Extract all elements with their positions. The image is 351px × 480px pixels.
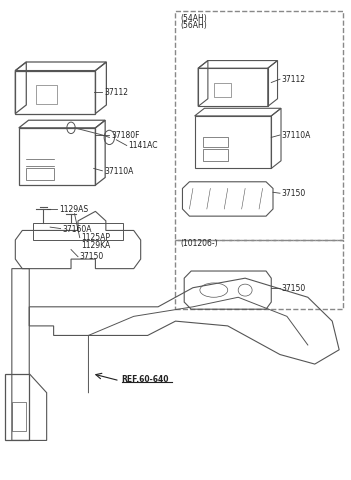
Text: 37112: 37112 xyxy=(282,75,306,84)
Bar xyxy=(203,137,228,147)
Text: 1141AC: 1141AC xyxy=(128,142,158,151)
Text: 37150: 37150 xyxy=(282,284,306,293)
Bar xyxy=(26,168,54,180)
Text: (56AH): (56AH) xyxy=(181,21,207,30)
Text: (101206-): (101206-) xyxy=(181,240,218,248)
Bar xyxy=(5,373,29,441)
Text: 1129AS: 1129AS xyxy=(59,205,88,214)
Text: 37180F: 37180F xyxy=(111,132,140,141)
Text: 1129KA: 1129KA xyxy=(81,241,111,250)
Bar xyxy=(214,83,231,97)
Text: 1125AP: 1125AP xyxy=(81,233,111,242)
Text: 37150: 37150 xyxy=(80,252,104,261)
Bar xyxy=(203,149,228,161)
Text: (54AH): (54AH) xyxy=(181,13,207,23)
Text: 37150: 37150 xyxy=(282,189,306,198)
Text: 37110A: 37110A xyxy=(104,167,133,176)
Text: 37110A: 37110A xyxy=(282,131,311,140)
Bar xyxy=(36,85,57,104)
Text: 37112: 37112 xyxy=(104,87,128,96)
Text: REF.60-640: REF.60-640 xyxy=(121,375,169,384)
Bar xyxy=(12,402,26,431)
Text: 37160A: 37160A xyxy=(62,225,92,234)
